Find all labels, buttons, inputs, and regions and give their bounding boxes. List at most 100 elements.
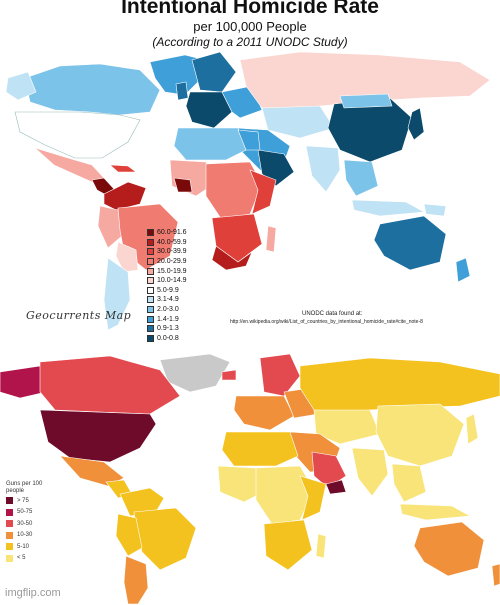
legend-swatch (147, 267, 154, 275)
yemen (325, 479, 347, 495)
argentina-chile (103, 257, 131, 331)
usa (14, 111, 141, 159)
homicide-legend-item: 3.1-4.9 (147, 295, 187, 305)
legend-swatch (147, 315, 154, 323)
japan (465, 413, 479, 445)
homicide-legend-item: 40.0-59.9 (147, 238, 187, 248)
legend-label: 3.1-4.9 (157, 296, 179, 304)
china (375, 403, 465, 467)
guns-world-map (0, 353, 500, 605)
canada (24, 63, 161, 116)
legend-swatch (147, 277, 154, 285)
caribbean (109, 164, 137, 173)
new-zealand (455, 257, 471, 283)
homicide-legend: 60.0-91.6 40.0-59.9 30.0-39.9 20.0-29.9 15.0… (147, 228, 187, 343)
legend-label: 50-75 (17, 509, 33, 516)
scandinavia (191, 51, 237, 93)
homicide-legend-item: 0.9-1.3 (147, 324, 187, 334)
alaska (0, 365, 47, 399)
central-africa (255, 465, 315, 525)
legend-swatch (6, 497, 13, 505)
legend-label: < 5 (17, 555, 26, 562)
legend-label: 30-50 (17, 520, 33, 527)
legend-swatch (6, 543, 13, 551)
map-credit: Geocurrents Map (26, 309, 132, 322)
central-africa (205, 161, 263, 221)
venezuela-colombia (103, 181, 147, 211)
map-subtitle: per 100,000 People (193, 19, 307, 34)
legend-label: 0.9-1.3 (157, 325, 179, 333)
legend-swatch (6, 554, 13, 562)
north-africa (221, 431, 299, 467)
guns-legend-item: 50-75 (6, 507, 46, 519)
greenland (149, 54, 206, 96)
legend-label: 15.0-19.9 (157, 267, 187, 275)
legend-label: 5-10 (17, 543, 30, 550)
homicide-legend-item: 0.0-0.8 (147, 334, 187, 344)
legend-label: 5.0-9.9 (157, 286, 179, 294)
legend-label: > 75 (17, 497, 29, 504)
new-zealand (491, 563, 500, 587)
madagascar (315, 533, 327, 559)
legend-swatch (147, 229, 154, 237)
indonesia (399, 503, 471, 521)
legend-swatch (147, 334, 154, 342)
western-europe (233, 395, 295, 431)
guns-legend-item: 5-10 (6, 541, 46, 553)
guns-legend: Guns per 100 people > 75 50-75 30-50 10-30 5… (6, 481, 46, 564)
guns-legend-title: Guns per 100 people (6, 481, 43, 494)
legend-swatch (147, 258, 154, 266)
canada (39, 355, 181, 415)
guns-map-panel (0, 352, 500, 605)
east-africa (249, 169, 277, 215)
guns-legend-item: 10-30 (6, 530, 46, 542)
alaska (5, 71, 37, 101)
guns-legend-item: > 75 (6, 495, 46, 507)
egypt (237, 129, 261, 151)
russia (239, 51, 491, 109)
legend-label: 10.0-14.9 (157, 277, 187, 285)
legend-swatch (147, 325, 154, 333)
homicide-legend-item: 30.0-39.9 (147, 247, 187, 257)
legend-label: 40.0-59.9 (157, 238, 187, 246)
legend-swatch (147, 248, 154, 256)
map-title: Intentional Homicide Rate (121, 0, 379, 18)
southern-africa (263, 519, 313, 571)
russia (299, 357, 500, 413)
indonesia (351, 199, 425, 217)
homicide-legend-item: 15.0-19.9 (147, 266, 187, 276)
legend-label: 60.0-91.6 (157, 229, 187, 237)
source-label: UNODC data found at: (302, 311, 363, 317)
southeast-asia (391, 463, 427, 503)
homicide-legend-item: 10.0-14.9 (147, 276, 187, 286)
bolivia-paraguay (115, 241, 139, 273)
guns-legend-item: < 5 (6, 553, 46, 565)
iceland (221, 369, 237, 381)
legend-label: 0.0-0.8 (157, 334, 179, 342)
legend-label: 30.0-39.9 (157, 248, 187, 256)
brazil (133, 507, 197, 571)
china (327, 97, 413, 163)
homicide-world-map (5, 51, 491, 331)
legend-label: 20.0-29.9 (157, 258, 187, 266)
mongolia (339, 93, 393, 109)
north-africa (173, 127, 247, 161)
argentina-chile (123, 555, 149, 605)
india (305, 145, 341, 193)
watermark: imgflip.com (5, 587, 61, 599)
legend-label: 2.0-3.0 (157, 306, 179, 314)
papua-new-guinea (423, 203, 447, 217)
madagascar (265, 225, 277, 253)
legend-swatch (147, 238, 154, 246)
peru-ecuador (97, 205, 123, 249)
southern-africa (211, 213, 263, 263)
source-url: http://en.wikipedia.org/wiki/List_of_cou… (230, 319, 423, 325)
homicide-legend-item: 20.0-29.9 (147, 257, 187, 267)
central-asia (313, 409, 381, 445)
southeast-asia (343, 159, 379, 197)
map-note: (According to a 2011 UNODC Study) (152, 35, 348, 49)
colombia-venezuela (119, 487, 165, 517)
homicide-legend-item: 60.0-91.6 (147, 228, 187, 238)
australia (373, 215, 447, 271)
australia (413, 521, 485, 577)
